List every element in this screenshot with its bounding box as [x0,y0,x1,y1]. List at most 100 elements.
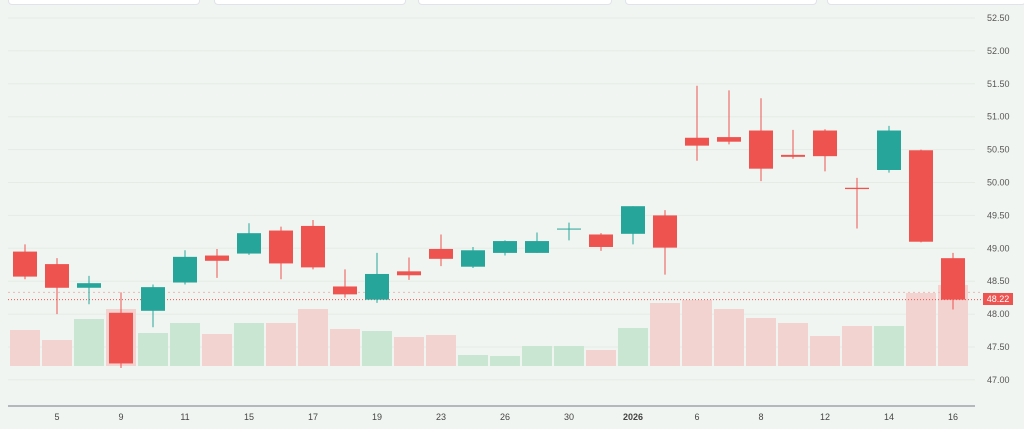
candle[interactable] [397,257,421,280]
volume-bar [810,336,840,366]
candle[interactable] [749,98,773,182]
candle[interactable] [461,246,485,269]
candle-body [269,230,293,264]
header-tabs [0,0,1024,6]
volume-bar [746,318,776,366]
volume-bar [874,326,904,366]
time-axis-label: 12 [820,412,830,422]
candle-body [525,241,549,253]
time-axis-label: 5 [54,412,59,422]
candle[interactable] [813,129,837,172]
candle[interactable] [173,250,197,285]
candle-body [301,225,325,268]
time-axis-label: 11 [180,412,189,422]
candle[interactable] [941,252,965,310]
candle-body [13,251,37,277]
candle-body [813,130,837,157]
candle[interactable] [365,252,389,303]
volume-bar [138,333,168,366]
candle-body [205,255,229,261]
header-tab-4[interactable] [827,0,1024,5]
time-axis-label: 23 [436,412,446,422]
candle[interactable] [237,223,261,255]
candle[interactable] [781,129,805,159]
candle[interactable] [333,269,357,298]
volume-bar [394,337,424,366]
volume-bar [682,300,712,366]
candle[interactable] [77,275,101,305]
candle[interactable] [717,90,741,145]
time-axis-label: 16 [948,412,958,422]
time-axis-label: 17 [308,412,318,422]
volume-bar [42,340,72,366]
price-axis-label: 47.00 [987,375,1010,385]
price-axis-label: 48.50 [987,276,1010,286]
candle-body [781,154,805,157]
volume-bar [362,331,392,366]
volume-bar [778,323,808,366]
candle-body [589,234,613,247]
candle-body [333,286,357,295]
time-axis-label: 15 [244,412,254,422]
volume-bar [426,335,456,366]
candle[interactable] [493,240,517,256]
candle[interactable] [429,234,453,267]
volume-bar [10,330,40,366]
candle[interactable] [589,233,613,251]
candle-body [717,137,741,142]
candle-body [557,228,581,230]
candle[interactable] [525,232,549,253]
candle[interactable] [653,210,677,275]
time-axis-label: 9 [118,412,123,422]
header-tab-2[interactable] [418,0,612,5]
volume-bar [586,350,616,366]
volume-bar [650,303,680,366]
candle[interactable] [845,177,869,229]
candle-body [621,206,645,234]
price-axis-label: 52.50 [987,13,1010,23]
candle-body [173,256,197,283]
candle[interactable] [13,244,37,280]
candle[interactable] [109,292,133,369]
price-axis-label: 47.50 [987,342,1010,352]
candle-body [237,233,261,254]
candle-body [877,130,901,170]
volume-bar [522,346,552,366]
candle-body [109,312,133,364]
volume-bar [714,309,744,366]
candle[interactable] [45,258,69,315]
time-axis-label: 19 [372,412,382,422]
candle[interactable] [557,222,581,241]
candle[interactable] [909,149,933,243]
candle-body [77,283,101,288]
volume-bar [170,323,200,366]
candle-body [845,187,869,190]
candle[interactable] [269,226,293,280]
candle-body [653,215,677,248]
header-tab-3[interactable] [625,0,817,5]
header-tab-0[interactable] [8,0,200,5]
volume-bar [618,328,648,366]
candle[interactable] [621,206,645,245]
volume-bar [906,293,936,366]
candle-body [941,258,965,300]
candle[interactable] [685,85,709,161]
candle-body [45,264,69,288]
candle-body [141,287,165,311]
volume-bar [298,309,328,366]
candle-body [493,241,517,253]
last-price-label: 48.22 [983,293,1013,305]
volume-bar [842,326,872,366]
candle[interactable] [301,220,325,270]
candle-body [365,273,389,300]
time-axis-label: 26 [500,412,510,422]
header-tab-1[interactable] [214,0,406,5]
candle[interactable] [205,248,229,278]
candle[interactable] [877,125,901,173]
time-axis-label: 14 [884,412,894,422]
volume-bar [266,323,296,366]
time-axis-label: 6 [694,412,699,422]
candle[interactable] [141,284,165,328]
price-axis-label: 52.00 [987,46,1010,56]
